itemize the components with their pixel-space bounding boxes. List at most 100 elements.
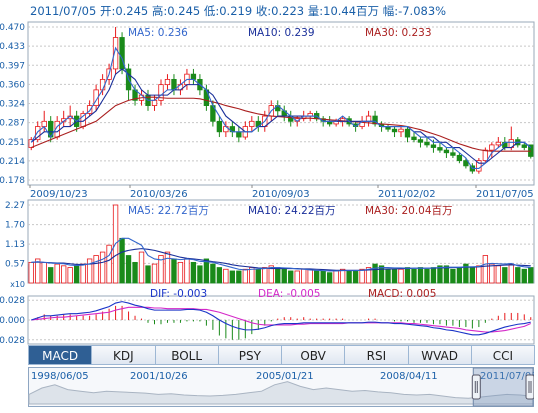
y-tick-label: 0.433 [0, 42, 25, 52]
ma5-legend: MA5: 0.236 [128, 27, 188, 39]
y-tick-label: 1.70 [5, 221, 25, 231]
volume-bar [424, 268, 430, 284]
y-tick-label: 0.397 [0, 61, 25, 71]
candle-body [190, 73, 197, 80]
tab-obv[interactable]: OBV [281, 345, 346, 365]
candle [521, 142, 527, 151]
volume-bar [437, 265, 443, 284]
dif-line [31, 301, 531, 336]
candle [391, 126, 398, 138]
candle [404, 126, 411, 143]
tab-macd[interactable]: MACD [28, 345, 93, 365]
volume-bar [307, 268, 313, 284]
volume-bar [411, 268, 417, 284]
candle-body [365, 115, 372, 122]
volume-bar [352, 270, 359, 284]
volume-bar [125, 255, 132, 284]
macd-legend: MACD: 0.005 [368, 288, 436, 300]
y-tick-label: 0.251 [0, 138, 25, 148]
y-tick-label: 0.214 [0, 157, 25, 167]
volume-bar [521, 268, 527, 284]
volume-ma10-legend: MA10: 24.22百万 [248, 205, 336, 217]
quote-date: 2011/07/05 [30, 4, 97, 18]
candle-body [443, 149, 450, 154]
volume-bar [145, 265, 151, 284]
volume-bar [398, 268, 404, 284]
ma5-line [30, 46, 532, 170]
candle-body [203, 89, 210, 106]
navigator-left-handle[interactable] [471, 374, 481, 400]
candle [411, 131, 417, 143]
volume-bar [203, 258, 210, 284]
volume-bar [190, 261, 197, 284]
volume-bar [417, 267, 424, 284]
volume-bar [184, 258, 190, 284]
candle [119, 32, 125, 75]
candle [158, 79, 164, 106]
handle-grip [471, 374, 481, 400]
candle [489, 142, 495, 158]
candle [443, 147, 450, 158]
volume-bar [489, 263, 495, 284]
volume-bar [93, 255, 99, 284]
volume-bar [476, 265, 482, 284]
volume-bar [326, 272, 333, 284]
candle [398, 126, 404, 138]
y-tick-label: 0.287 [0, 119, 25, 129]
dea-legend: DEA: -0.005 [258, 288, 320, 300]
tab-psy[interactable]: PSY [217, 345, 282, 365]
volume-bar [210, 263, 216, 284]
volume-bar [359, 268, 365, 284]
volume-bar [197, 265, 203, 284]
tab-cci[interactable]: CCI [470, 345, 535, 365]
candle [495, 137, 501, 148]
candle-body [430, 144, 437, 148]
volume-bar [469, 267, 476, 284]
volume-bar [346, 270, 352, 284]
volume-bar [391, 268, 398, 284]
volume-bar [314, 270, 320, 284]
candle-body [495, 141, 501, 146]
ma30-line [31, 96, 531, 152]
tab-boll[interactable]: BOLL [154, 345, 219, 365]
volume-bar [281, 268, 287, 284]
candle-body [450, 152, 456, 156]
candle-body [489, 144, 495, 151]
y-tick-label: 0.324 [0, 100, 25, 110]
volume-bar [41, 261, 47, 284]
volume-bar [443, 265, 450, 284]
candle [424, 137, 430, 148]
volume-bar [262, 267, 268, 284]
x-tick-label: 2011/02/02 [378, 189, 436, 200]
tab-kdj[interactable]: KDJ [91, 345, 156, 365]
navigator-right-handle[interactable] [525, 374, 534, 400]
volume-bar [28, 261, 34, 284]
volume-bar [80, 263, 86, 284]
volume-bar [171, 258, 177, 284]
volume-bar [138, 251, 145, 284]
volume-bar [132, 261, 138, 284]
candle-body [424, 141, 430, 146]
volume-bar [378, 265, 385, 284]
candle [456, 152, 463, 164]
tab-rsi[interactable]: RSI [344, 345, 409, 365]
volume-bar [119, 237, 125, 284]
volume-ma5-line [31, 237, 531, 272]
y-tick-label: 0.470 [0, 23, 25, 33]
candle-body [417, 139, 424, 143]
candle-body [456, 154, 463, 162]
candle-body [112, 37, 119, 70]
volume-bar [86, 258, 93, 284]
volume-bar [73, 265, 80, 284]
range-navigator[interactable]: 1998/06/05 2001/10/26 2005/01/21 2008/04/11… [28, 367, 534, 407]
volume-ma10-line [31, 248, 531, 271]
y-tick-label: 0.000 [0, 316, 25, 326]
volume-bar [294, 270, 300, 284]
ma10-line [30, 68, 532, 164]
quote-close: 收:0.223 [255, 4, 305, 18]
volume-bar [48, 267, 54, 284]
tab-wvad[interactable]: WVAD [407, 345, 472, 365]
x-tick-label: 2009/10/23 [30, 189, 88, 200]
navigator-label: 2011/07/05 [480, 371, 534, 382]
candle-body [249, 120, 255, 127]
